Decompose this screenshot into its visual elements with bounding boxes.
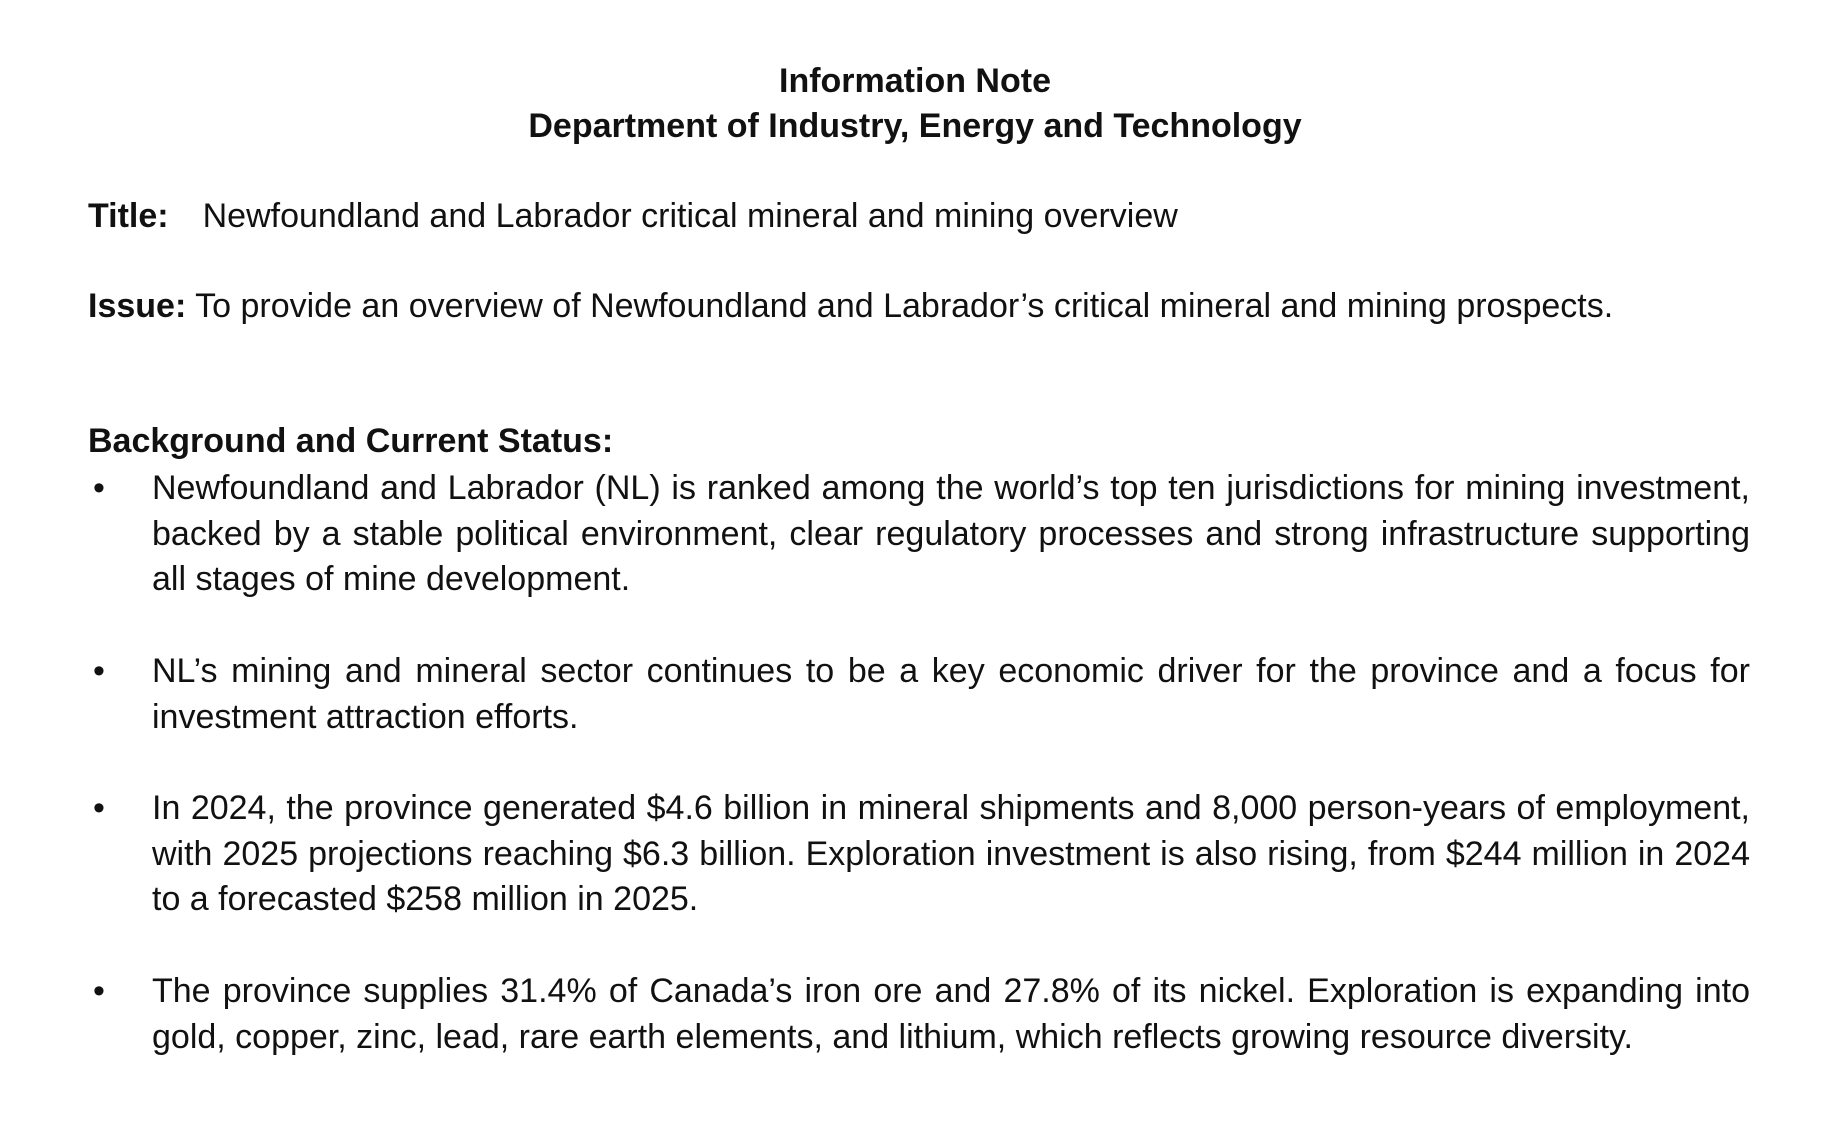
bullet-icon: • [93,972,105,1010]
background-heading: Background and Current Status: [88,422,614,460]
list-item-text: Newfoundland and Labrador (NL) is ranked… [152,469,1750,598]
title-label: Title: [88,197,169,235]
bullet-icon: • [93,469,105,507]
list-item-text: In 2024, the province generated $4.6 bil… [152,789,1750,918]
list-item-text: The province supplies 31.4% of Canada’s … [152,972,1750,1056]
issue-paragraph: Issue: To provide an overview of Newfoun… [88,284,1750,330]
title-row: Title: Newfoundland and Labrador critical… [88,194,1750,240]
bullet-icon: • [93,789,105,827]
list-item: • In 2024, the province generated $4.6 b… [88,786,1750,923]
title-value: Newfoundland and Labrador critical miner… [202,197,1178,235]
list-item: • NL’s mining and mineral sector continu… [88,649,1750,740]
list-item: • Newfoundland and Labrador (NL) is rank… [88,466,1750,603]
issue-value: To provide an overview of Newfoundland a… [195,287,1614,325]
bullet-icon: • [93,652,105,690]
issue-label: Issue: [88,287,187,325]
note-type-heading: Information Note [779,62,1051,100]
list-item: • The province supplies 31.4% of Canada’… [88,969,1750,1060]
list-item-text: NL’s mining and mineral sector continues… [152,652,1750,736]
department-heading: Department of Industry, Energy and Techn… [528,107,1302,145]
